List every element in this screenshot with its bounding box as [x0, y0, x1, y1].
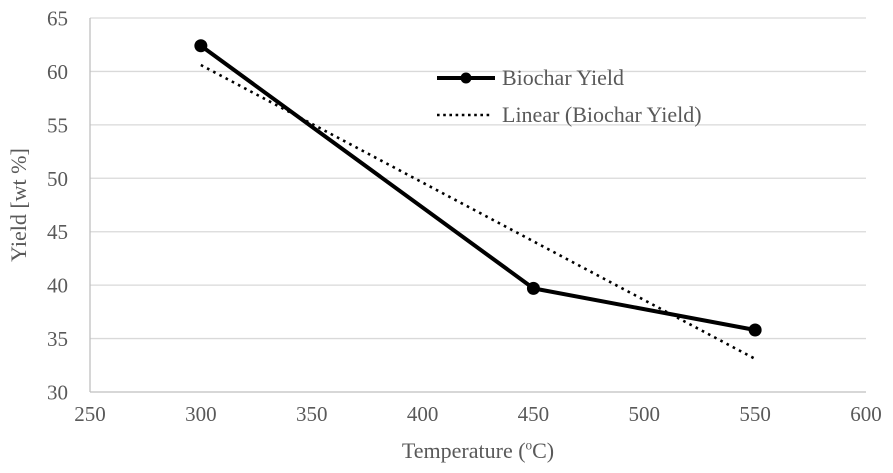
solid-line-marker-icon	[437, 72, 495, 84]
degree-superscript: o	[525, 437, 533, 453]
legend-label-biochar-yield: Biochar Yield	[502, 65, 624, 90]
y-tick-label-50: 50	[47, 167, 68, 191]
x-axis-title-text: Temperature (	[401, 438, 526, 463]
x-tick-label-250: 250	[74, 402, 106, 426]
data-point-450C	[526, 281, 540, 295]
y-tick-label-35: 35	[47, 327, 68, 351]
legend-entry-biochar-yield: Biochar Yield	[437, 65, 702, 90]
data-point-550C	[748, 323, 762, 337]
x-tick-label-350: 350	[296, 402, 328, 426]
x-tick-label-400: 400	[407, 402, 439, 426]
dotted-line-icon	[437, 113, 492, 117]
y-tick-label-30: 30	[47, 381, 68, 405]
y-axis-title: Yield [wt %]	[6, 148, 31, 262]
x-axis-title-unit: C)	[532, 438, 555, 463]
x-axis-title: Temperature (oC)	[402, 438, 554, 464]
y-tick-label-65: 65	[47, 7, 68, 31]
legend-label-linear-trend: Linear (Biochar Yield)	[502, 102, 702, 128]
legend-entry-linear-trend: Linear (Biochar Yield)	[437, 102, 702, 128]
x-tick-label-600: 600	[850, 402, 882, 426]
y-tick-label-45: 45	[47, 220, 68, 244]
y-tick-label-55: 55	[47, 113, 68, 137]
y-tick-label-40: 40	[47, 274, 68, 298]
y-tick-label-60: 60	[47, 60, 68, 84]
x-tick-label-450: 450	[518, 402, 550, 426]
legend: Biochar Yield Linear (Biochar Yield)	[437, 65, 702, 128]
x-tick-label-300: 300	[185, 402, 217, 426]
x-tick-label-500: 500	[629, 402, 661, 426]
data-point-300C	[194, 39, 208, 53]
x-tick-label-550: 550	[739, 402, 771, 426]
